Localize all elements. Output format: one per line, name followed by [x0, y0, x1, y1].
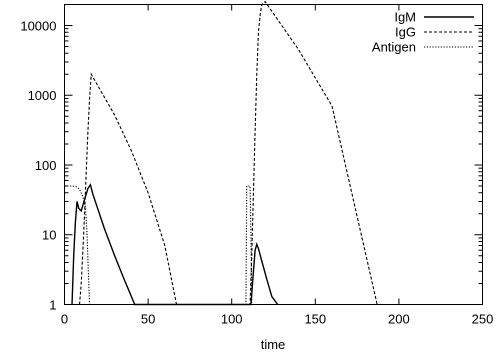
y-tick-label: 100: [35, 158, 57, 173]
plot-frame-group: [64, 4, 483, 305]
series-line-igm: [71, 183, 279, 306]
series-line-igg: [79, 0, 378, 306]
y-tick-label: 1000: [28, 88, 57, 103]
series-line-antigen: [64, 185, 253, 306]
x-tick-label: 150: [304, 312, 326, 327]
y-axis: 1 10 100 1000 10000: [20, 4, 483, 313]
y-tick-label: 10000: [20, 18, 56, 33]
x-tick-label: 50: [141, 312, 155, 327]
plot-frame: [64, 4, 483, 305]
x-axis-label: time: [261, 337, 286, 352]
x-tick-label: 0: [61, 312, 68, 327]
series-layer: [64, 0, 378, 306]
y-tick-label: 1: [49, 298, 56, 313]
y-tick-label: 10: [42, 228, 56, 243]
x-tick-label: 250: [472, 312, 494, 327]
legend-label-igm: IgM: [394, 10, 416, 25]
x-tick-label: 100: [221, 312, 243, 327]
x-tick-label: 200: [388, 312, 410, 327]
legend-label-igg: IgG: [395, 25, 416, 40]
legend-label-antigen: Antigen: [372, 40, 416, 55]
x-axis: 0 50 100 150 200 250: [61, 4, 494, 327]
